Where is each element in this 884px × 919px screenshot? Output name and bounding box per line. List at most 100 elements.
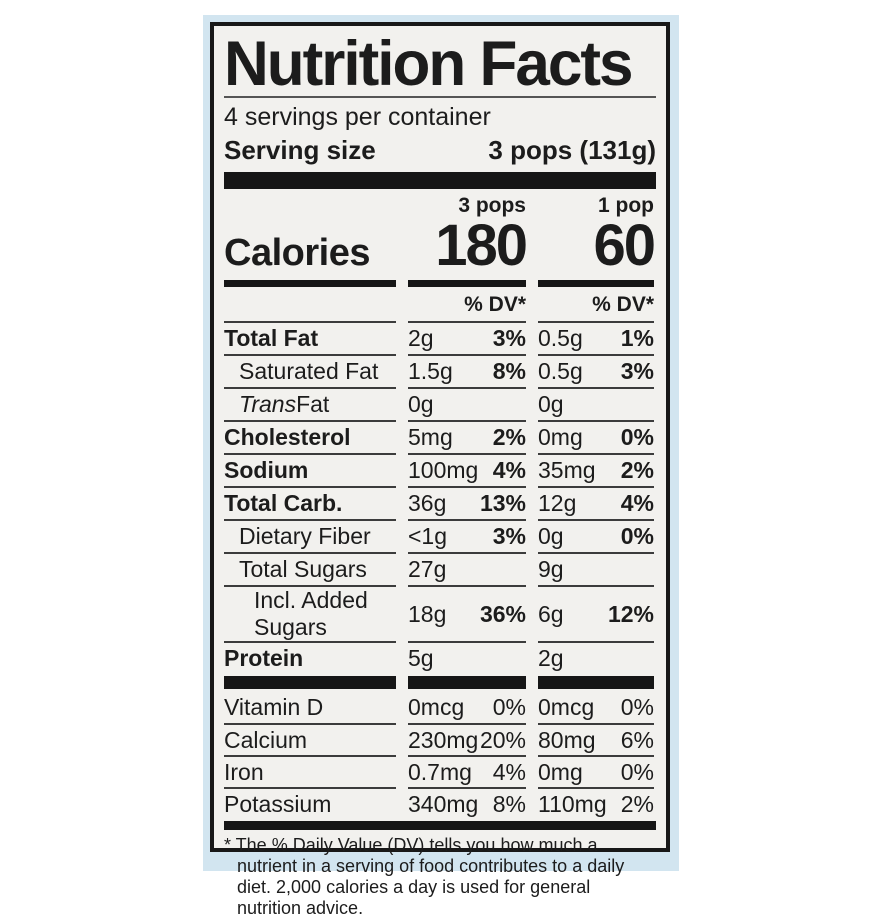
values-1pop: 0mcg 0%: [538, 691, 654, 723]
row-protein: Protein 5g 2g: [224, 641, 656, 674]
servings-per-container: 4 servings per container: [224, 103, 491, 131]
dv-3pops: 20%: [479, 726, 526, 753]
values-1pop: 6g 12%: [538, 585, 654, 641]
dv-1pop: 3%: [620, 358, 654, 384]
amount-1pop: 0.5g: [538, 325, 583, 351]
dv-3pops: 4%: [492, 457, 526, 483]
amount-3pops: 100mg: [408, 457, 479, 483]
calories-value-3pops: 180: [435, 213, 528, 278]
dv-header-3pops: % DV*: [464, 293, 526, 316]
nutrient-name: Saturated Fat: [224, 354, 396, 387]
amount-1pop: 0mcg: [538, 693, 595, 720]
amount-1pop: 110mg: [538, 790, 607, 817]
footnote-text: * The % Daily Value (DV) tells you how m…: [224, 835, 625, 919]
title-divider: [224, 96, 656, 98]
serving-size-label: Serving size: [224, 135, 376, 165]
dv-1pop: 2%: [620, 457, 654, 483]
amount-3pops: 5g: [408, 645, 434, 671]
nutrient-name: Total Fat: [224, 321, 396, 354]
trans-rest: Fat: [296, 391, 330, 417]
label-title: Nutrition Facts: [224, 28, 633, 100]
dv-1pop: 0%: [620, 523, 654, 549]
section-divider-bar-row: [224, 676, 656, 689]
row-calcium: Calcium 230mg 20% 80mg 6%: [224, 723, 656, 755]
amount-3pops: 0mcg: [408, 693, 465, 720]
section-divider-bar: [538, 676, 654, 689]
amount-1pop: 9g: [538, 556, 564, 582]
amount-3pops: 5mg: [408, 424, 453, 450]
dv-1pop: 12%: [607, 600, 654, 627]
amount-3pops: 230mg: [408, 726, 479, 753]
values-1pop: 0mg 0%: [538, 755, 654, 787]
dv-1pop: 0%: [620, 758, 654, 785]
nutrient-name: Vitamin D: [224, 693, 324, 720]
row-dietary-fiber: Dietary Fiber <1g 3% 0g 0%: [224, 519, 656, 552]
section-divider-bar: [408, 676, 526, 689]
values-1pop: 80mg 6%: [538, 723, 654, 755]
values-1pop: 35mg 2%: [538, 453, 654, 486]
values-1pop: 12g 4%: [538, 486, 654, 519]
nutrient-name: Incl. Added Sugars: [224, 585, 396, 641]
amount-3pops: 1.5g: [408, 358, 453, 384]
amount-1pop: 6g: [538, 600, 564, 627]
row-saturated-fat: Saturated Fat 1.5g 8% 0.5g 3%: [224, 354, 656, 387]
row-total-carb: Total Carb. 36g 13% 12g 4%: [224, 486, 656, 519]
values-3pops: 0.7mg 4%: [408, 755, 526, 787]
dv-1pop: 0%: [620, 424, 654, 450]
amount-1pop: 12g: [538, 490, 577, 516]
dv-header-1pop: % DV*: [592, 293, 654, 316]
values-1pop: 0g 0%: [538, 519, 654, 552]
values-3pops: 100mg 4%: [408, 453, 526, 486]
values-3pops: 5g: [408, 641, 526, 674]
amount-3pops: 18g: [408, 600, 447, 627]
amount-3pops: 2g: [408, 325, 434, 351]
nutrient-name: Cholesterol: [224, 420, 396, 453]
values-3pops: 0g: [408, 387, 526, 420]
nutrient-name: Trans Fat: [224, 387, 396, 420]
amount-3pops: 0g: [408, 391, 434, 417]
header-divider-bar: [224, 172, 656, 189]
amount-1pop: 2g: [538, 645, 564, 671]
dv-3pops: 3%: [492, 523, 526, 549]
dv-3pops: 2%: [492, 424, 526, 450]
dv-3pops: 13%: [479, 490, 526, 516]
calories-underline: [538, 280, 654, 287]
section-divider-bar: [224, 676, 396, 689]
row-trans-fat: Trans Fat 0g 0g: [224, 387, 656, 420]
values-3pops: <1g 3%: [408, 519, 526, 552]
trans-italic: Trans: [239, 391, 297, 417]
amount-3pops: 36g: [408, 490, 447, 516]
serving-size-row: Serving size 3 pops (131g): [224, 135, 656, 166]
calories-underline: [408, 280, 526, 287]
amount-1pop: 80mg: [538, 726, 596, 753]
dv-1pop: 1%: [620, 325, 654, 351]
values-3pops: 2g 3%: [408, 321, 526, 354]
values-3pops: 230mg 20%: [408, 723, 526, 755]
dv-3pops: 0%: [492, 693, 526, 720]
values-3pops: 36g 13%: [408, 486, 526, 519]
row-total-fat: Total Fat 2g 3% 0.5g 1%: [224, 321, 656, 354]
dv-1pop: 2%: [620, 790, 654, 817]
amount-3pops: <1g: [408, 523, 448, 549]
values-1pop: 0mg 0%: [538, 420, 654, 453]
amount-1pop: 35mg: [538, 457, 596, 483]
dv-3pops: 8%: [492, 790, 526, 817]
dv-1pop: 0%: [620, 693, 654, 720]
row-total-sugars: Total Sugars 27g 9g: [224, 552, 656, 585]
nutrient-name: Protein: [224, 641, 396, 674]
daily-value-header-row: % DV* % DV*: [224, 287, 656, 321]
values-3pops: 27g: [408, 552, 526, 585]
nutrient-name: Calcium: [224, 723, 396, 755]
values-3pops: 340mg 8%: [408, 787, 526, 819]
values-1pop: 9g: [538, 552, 654, 585]
amount-1pop: 0.5g: [538, 358, 583, 384]
values-1pop: 2g: [538, 641, 654, 674]
amount-1pop: 0g: [538, 391, 564, 417]
dv-header-spacer: [224, 293, 396, 317]
footnote-divider-bar: [224, 821, 656, 830]
nutrient-name: Iron: [224, 755, 396, 787]
column-header-1pop: 1 pop: [598, 194, 654, 217]
column-header-3pops: 3 pops: [458, 194, 526, 217]
dv-3pops: 8%: [492, 358, 526, 384]
dv-1pop: 6%: [620, 726, 654, 753]
